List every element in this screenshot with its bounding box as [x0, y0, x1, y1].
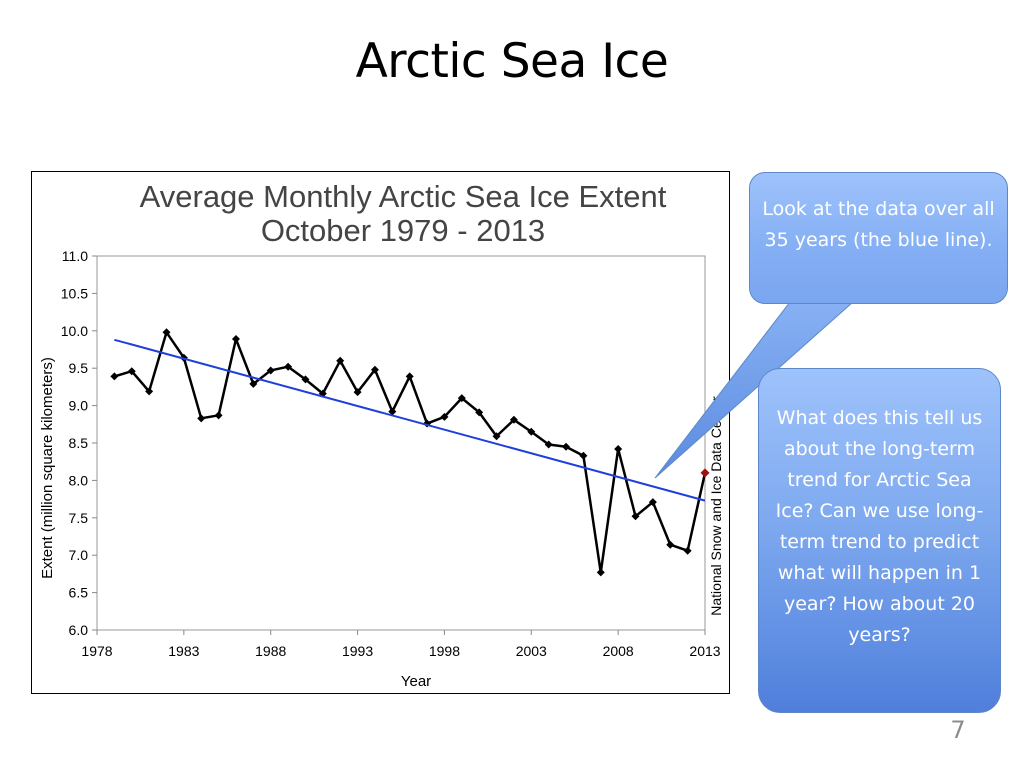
x-tick-label: 1978: [81, 643, 112, 659]
data-point: [596, 568, 605, 577]
data-point: [197, 414, 206, 423]
chart-frame: Average Monthly Arctic Sea Ice Extent Oc…: [31, 171, 730, 694]
y-axis-label: Extent (million square kilometers): [39, 357, 56, 579]
y-axis-ticks: 6.0 6.5 7.0 7.5 8.0 8.5 9.0 9.5 10.0 10.5 11.0: [61, 248, 97, 638]
callout-top: Look at the data over all 35 years (the …: [749, 172, 1008, 304]
data-point: [683, 546, 692, 555]
data-point: [527, 427, 536, 436]
data-point: [214, 411, 223, 420]
chart-subtitle: October 1979 - 2013: [261, 213, 545, 248]
data-point: [405, 372, 414, 381]
data-point: [353, 388, 362, 397]
series-layer: [110, 328, 710, 577]
data-point: [631, 512, 640, 521]
x-tick-label: 2008: [603, 643, 634, 659]
data-point: [544, 440, 553, 449]
data-point: [440, 412, 449, 421]
y-tick-label: 9.5: [69, 360, 89, 376]
y-tick-label: 10.5: [61, 285, 88, 301]
y-tick-label: 8.5: [69, 435, 89, 451]
plot-area: [96, 255, 706, 631]
data-point: [127, 367, 136, 376]
y-tick-label: 11.0: [62, 248, 88, 264]
data-point: [370, 365, 379, 374]
data-point: [231, 335, 240, 344]
trend-line: [114, 338, 706, 502]
x-tick-label: 1998: [429, 643, 460, 659]
data-point: [284, 362, 293, 371]
y-tick-label: 6.0: [69, 622, 89, 638]
y-tick-label: 9.0: [69, 398, 89, 414]
x-tick-label: 1988: [255, 643, 286, 659]
data-point: [492, 432, 501, 441]
data-point: [301, 375, 310, 384]
x-tick-label: 2003: [516, 643, 547, 659]
data-point: [110, 372, 119, 381]
source-label: National Snow and Ice Data Center: [708, 396, 724, 616]
page-number: 7: [950, 716, 966, 744]
data-point: [162, 328, 171, 337]
y-tick-label: 8.0: [69, 472, 89, 488]
data-point: [648, 498, 657, 507]
x-tick-label: 1993: [342, 643, 373, 659]
y-tick-label: 6.5: [69, 585, 89, 601]
y-tick-label: 7.5: [69, 510, 89, 526]
x-tick-label: 2013: [689, 643, 720, 659]
data-point: [666, 540, 675, 549]
data-point: [562, 442, 571, 451]
data-point: [266, 366, 275, 375]
callout-bottom: What does this tell us about the long-te…: [758, 368, 1001, 713]
data-point: [249, 379, 258, 388]
data-point: [579, 451, 588, 460]
sea-ice-chart: Average Monthly Arctic Sea Ice Extent Oc…: [39, 179, 724, 690]
x-tick-label: 1983: [168, 643, 199, 659]
x-axis-ticks: 1978 1983 1988 1993 1998 2003 2008 2013: [81, 630, 721, 659]
data-point: [475, 408, 484, 417]
data-point: [318, 389, 327, 398]
data-point: [388, 407, 397, 416]
data-point: [145, 387, 154, 396]
y-tick-label: 7.0: [69, 547, 89, 563]
data-point: [509, 415, 518, 424]
slide-title: Arctic Sea Ice: [355, 34, 669, 89]
x-axis-label: Year: [401, 673, 431, 690]
data-point: [336, 356, 345, 365]
data-point: [457, 394, 466, 403]
data-point: [614, 444, 623, 453]
y-tick-label: 10.0: [61, 323, 88, 339]
chart-title: Average Monthly Arctic Sea Ice Extent: [140, 179, 667, 214]
